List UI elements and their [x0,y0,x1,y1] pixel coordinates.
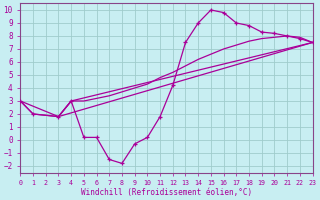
X-axis label: Windchill (Refroidissement éolien,°C): Windchill (Refroidissement éolien,°C) [81,188,252,197]
